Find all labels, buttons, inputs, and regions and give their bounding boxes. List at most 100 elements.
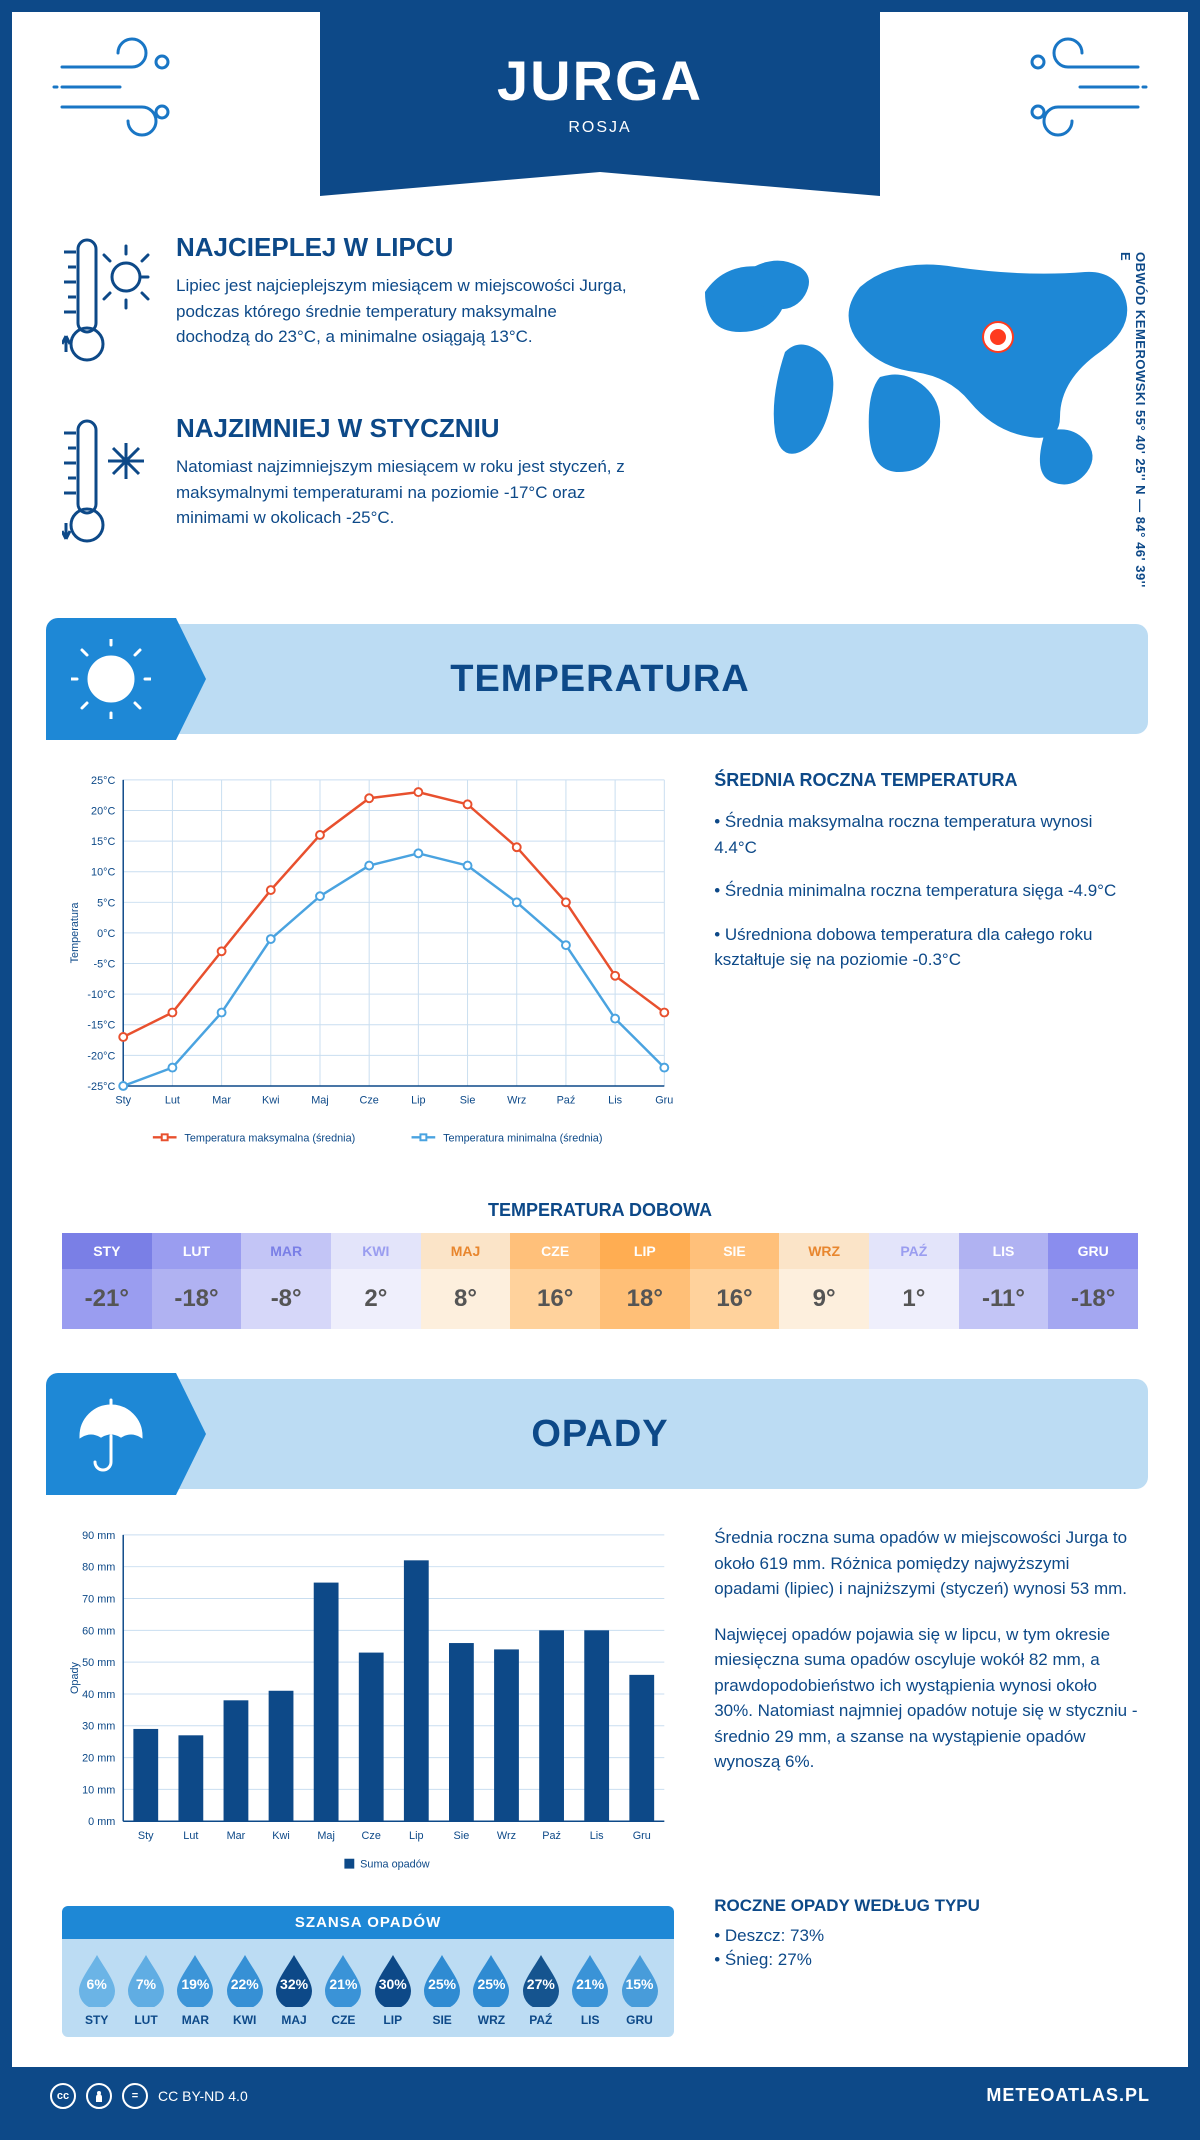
svg-text:Lis: Lis <box>608 1095 622 1107</box>
svg-text:Lip: Lip <box>409 1830 424 1842</box>
chance-cell: 32% MAJ <box>269 1953 318 2027</box>
precip-row: 0 mm10 mm20 mm30 mm40 mm50 mm60 mm70 mm8… <box>12 1489 1188 1895</box>
raindrop-icon: 30% <box>371 1953 415 2007</box>
svg-text:20°C: 20°C <box>91 805 115 817</box>
svg-text:Wrz: Wrz <box>497 1830 516 1842</box>
svg-text:70 mm: 70 mm <box>82 1594 115 1606</box>
raindrop-icon: 21% <box>321 1953 365 2007</box>
chance-cell: 22% KWI <box>220 1953 269 2027</box>
svg-text:10°C: 10°C <box>91 867 115 879</box>
svg-text:Maj: Maj <box>311 1095 329 1107</box>
svg-text:-10°C: -10°C <box>87 989 115 1001</box>
svg-text:90 mm: 90 mm <box>82 1530 115 1542</box>
precip-section-header: OPADY <box>52 1379 1148 1489</box>
precip-sidebar: Średnia roczna suma opadów w miejscowośc… <box>714 1525 1138 1885</box>
temp-bullet: • Średnia minimalna roczna temperatura s… <box>714 878 1138 904</box>
daily-month: MAJ <box>421 1233 511 1269</box>
coldest-title: NAJZIMNIEJ W STYCZNIU <box>176 413 632 444</box>
chance-cell: 15% GRU <box>615 1953 664 2027</box>
chance-cell: 25% WRZ <box>467 1953 516 2027</box>
coldest-text: Natomiast najzimniejszym miesiącem w rok… <box>176 454 632 531</box>
svg-text:0 mm: 0 mm <box>88 1816 115 1828</box>
svg-text:Lis: Lis <box>590 1830 604 1842</box>
thermometer-sun-icon <box>62 232 152 377</box>
daily-month: CZE <box>510 1233 600 1269</box>
precip-type-item: • Śnieg: 27% <box>714 1950 1138 1970</box>
daily-month: STY <box>62 1233 152 1269</box>
raindrop-icon: 19% <box>173 1953 217 2007</box>
world-map-icon <box>675 232 1135 512</box>
svg-text:-15°C: -15°C <box>87 1020 115 1032</box>
daily-value: -8° <box>241 1269 331 1329</box>
wind-icon <box>1018 32 1148 147</box>
chance-month: LUT <box>121 2013 170 2027</box>
chance-month: WRZ <box>467 2013 516 2027</box>
by-icon <box>86 2083 112 2109</box>
svg-text:5°C: 5°C <box>97 897 115 909</box>
daily-value: -11° <box>959 1269 1049 1329</box>
svg-text:Kwi: Kwi <box>262 1095 280 1107</box>
svg-text:10 mm: 10 mm <box>82 1784 115 1796</box>
temperature-chart: -25°C-20°C-15°C-10°C-5°C0°C5°C10°C15°C20… <box>62 770 674 1160</box>
chance-title: SZANSA OPADÓW <box>62 1906 674 1939</box>
svg-text:60 mm: 60 mm <box>82 1625 115 1637</box>
temp-bullet: • Uśredniona dobowa temperatura dla całe… <box>714 922 1138 973</box>
raindrop-icon: 22% <box>223 1953 267 2007</box>
svg-text:Mar: Mar <box>227 1830 246 1842</box>
daily-month: PAŹ <box>869 1233 959 1269</box>
raindrop-icon: 25% <box>469 1953 513 2007</box>
chance-month: GRU <box>615 2013 664 2027</box>
svg-text:Cze: Cze <box>360 1095 379 1107</box>
chance-cell: 6% STY <box>72 1953 121 2027</box>
intro-row: NAJCIEPLEJ W LIPCU Lipiec jest najcieple… <box>12 192 1188 624</box>
svg-text:-20°C: -20°C <box>87 1050 115 1062</box>
raindrop-icon: 25% <box>420 1953 464 2007</box>
svg-text:Temperatura maksymalna (średni: Temperatura maksymalna (średnia) <box>184 1132 355 1144</box>
precip-chart: 0 mm10 mm20 mm30 mm40 mm50 mm60 mm70 mm8… <box>62 1525 674 1885</box>
coldest-block: NAJZIMNIEJ W STYCZNIU Natomiast najzimni… <box>62 413 632 558</box>
daily-month: WRZ <box>779 1233 869 1269</box>
wind-icon <box>52 32 182 147</box>
svg-text:Lut: Lut <box>165 1095 180 1107</box>
daily-month: MAR <box>241 1233 331 1269</box>
header: JURGA ROSJA <box>12 12 1188 192</box>
raindrop-icon: 6% <box>75 1953 119 2007</box>
svg-text:Temperatura minimalna (średnia: Temperatura minimalna (średnia) <box>443 1132 602 1144</box>
coordinates-label: OBWÓD KEMEROWSKI 55° 40' 25'' N — 84° 46… <box>1118 252 1148 594</box>
daily-value: 16° <box>690 1269 780 1329</box>
daily-month: GRU <box>1048 1233 1138 1269</box>
raindrop-icon: 27% <box>519 1953 563 2007</box>
warmest-text: Lipiec jest najcieplejszym miesiącem w m… <box>176 273 632 350</box>
svg-text:20 mm: 20 mm <box>82 1753 115 1765</box>
chance-month: PAŹ <box>516 2013 565 2027</box>
raindrop-icon: 15% <box>618 1953 662 2007</box>
nd-icon: = <box>122 2083 148 2109</box>
country-name: ROSJA <box>568 119 631 137</box>
page: JURGA ROSJA NAJCIEPLEJ W LIPCU Lipiec je… <box>12 12 1188 2113</box>
header-banner: JURGA ROSJA <box>320 12 880 172</box>
svg-text:Gru: Gru <box>655 1095 673 1107</box>
temp-sidebar-heading: ŚREDNIA ROCZNA TEMPERATURA <box>714 770 1138 791</box>
daily-value: 9° <box>779 1269 869 1329</box>
world-map-box: OBWÓD KEMEROWSKI 55° 40' 25'' N — 84° 46… <box>672 232 1138 594</box>
raindrop-icon: 7% <box>124 1953 168 2007</box>
chance-cell: 19% MAR <box>171 1953 220 2027</box>
svg-text:40 mm: 40 mm <box>82 1689 115 1701</box>
chance-month: STY <box>72 2013 121 2027</box>
svg-text:0°C: 0°C <box>97 928 115 940</box>
daily-month: LUT <box>152 1233 242 1269</box>
footer-site: METEOATLAS.PL <box>986 2085 1150 2106</box>
svg-text:Wrz: Wrz <box>507 1095 526 1107</box>
precip-type-heading: ROCZNE OPADY WEDŁUG TYPU <box>714 1896 1138 1916</box>
svg-text:Suma opadów: Suma opadów <box>360 1859 430 1871</box>
precip-title: OPADY <box>531 1413 668 1456</box>
daily-value: 16° <box>510 1269 600 1329</box>
chance-cell: 27% PAŹ <box>516 1953 565 2027</box>
temperature-row: -25°C-20°C-15°C-10°C-5°C0°C5°C10°C15°C20… <box>12 734 1188 1180</box>
chance-cell: 21% LIS <box>565 1953 614 2027</box>
chance-month: LIP <box>368 2013 417 2027</box>
precip-type-box: ROCZNE OPADY WEDŁUG TYPU • Deszcz: 73%• … <box>714 1896 1138 1974</box>
footer: cc = CC BY-ND 4.0 METEOATLAS.PL <box>0 2067 1200 2125</box>
temp-bullet: • Średnia maksymalna roczna temperatura … <box>714 809 1138 860</box>
svg-text:Lut: Lut <box>183 1830 198 1842</box>
